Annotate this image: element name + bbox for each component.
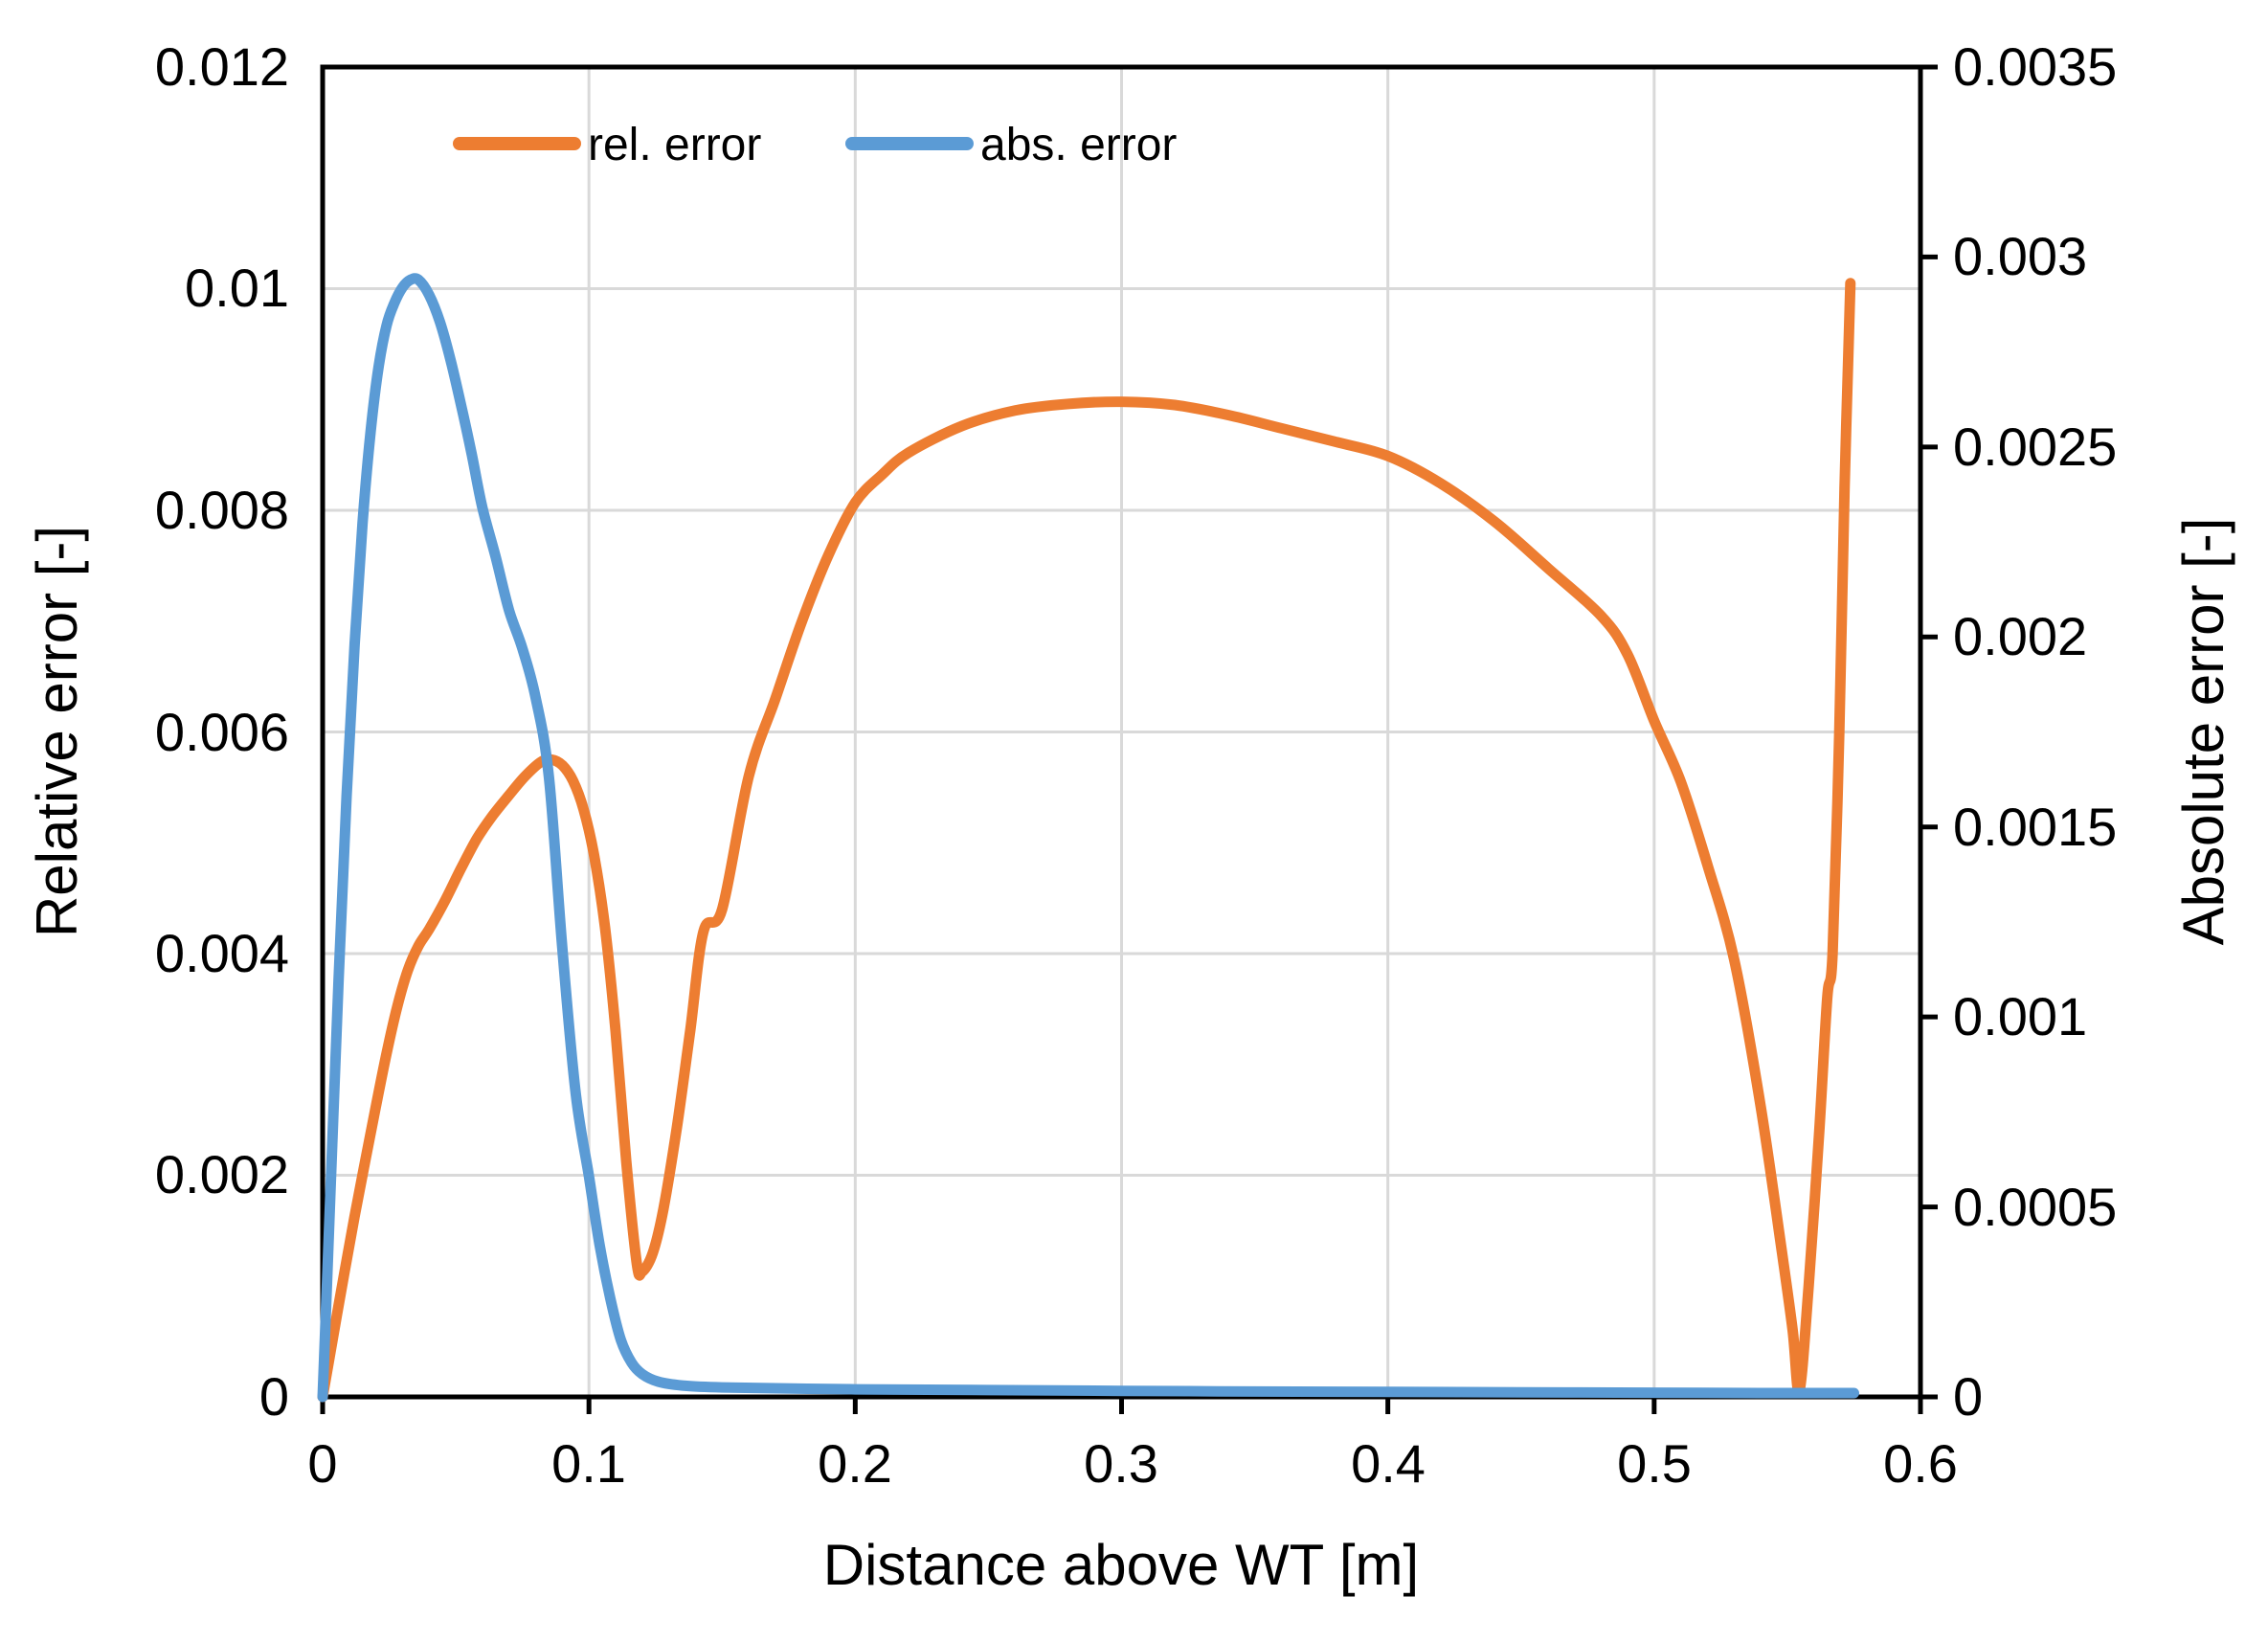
x-tick-label: 0.5	[1617, 1433, 1692, 1494]
x-tick-label: 0.1	[551, 1433, 626, 1494]
x-axis-tick-labels: 0 0.1 0.2 0.3 0.4 0.5 0.6	[307, 1433, 1958, 1494]
x-tick-label: 0.3	[1084, 1433, 1158, 1494]
y-left-tick-label: 0	[259, 1366, 289, 1427]
y-left-tick-label: 0.006	[155, 702, 289, 762]
y-right-tick-label: 0.003	[1953, 226, 2087, 286]
x-tick-label: 0.4	[1351, 1433, 1426, 1494]
rel-error-line	[317, 278, 1856, 1403]
y-right-tick-label: 0	[1953, 1366, 1983, 1427]
x-tick-label: 0.6	[1883, 1433, 1958, 1494]
abs-error-line	[317, 273, 1859, 1403]
y-axis-right-title: Absolute error [-]	[2171, 518, 2235, 946]
axis-tick-marks	[320, 64, 1938, 1414]
y-right-tick-label: 0.0035	[1953, 36, 2117, 97]
legend: rel. error abs. error	[453, 120, 1177, 170]
x-axis-title: Distance above WT [m]	[823, 1533, 1419, 1597]
y-right-tick-label: 0.0015	[1953, 797, 2117, 857]
y-right-tick-label: 0.001	[1953, 986, 2087, 1046]
series-lines	[317, 273, 1859, 1403]
y-axis-right-tick-labels: 0 0.0005 0.001 0.0015 0.002 0.0025 0.003…	[1953, 36, 2117, 1427]
x-tick-label: 0.2	[818, 1433, 892, 1494]
x-tick-label: 0	[307, 1433, 337, 1494]
y-left-tick-label: 0.004	[155, 923, 289, 983]
gridlines	[323, 67, 1920, 1397]
legend-label-rel-error: rel. error	[588, 120, 761, 170]
y-right-tick-label: 0.0005	[1953, 1177, 2117, 1237]
y-left-tick-label: 0.008	[155, 480, 289, 540]
y-axis-left-tick-labels: 0 0.002 0.004 0.006 0.008 0.01 0.012	[155, 36, 289, 1427]
y-left-tick-label: 0.01	[185, 258, 289, 318]
legend-label-abs-error: abs. error	[980, 120, 1177, 170]
y-axis-left-title: Relative error [-]	[25, 526, 89, 937]
y-right-tick-label: 0.002	[1953, 606, 2087, 666]
y-right-tick-label: 0.0025	[1953, 416, 2117, 477]
y-left-tick-label: 0.002	[155, 1144, 289, 1204]
y-left-tick-label: 0.012	[155, 36, 289, 97]
